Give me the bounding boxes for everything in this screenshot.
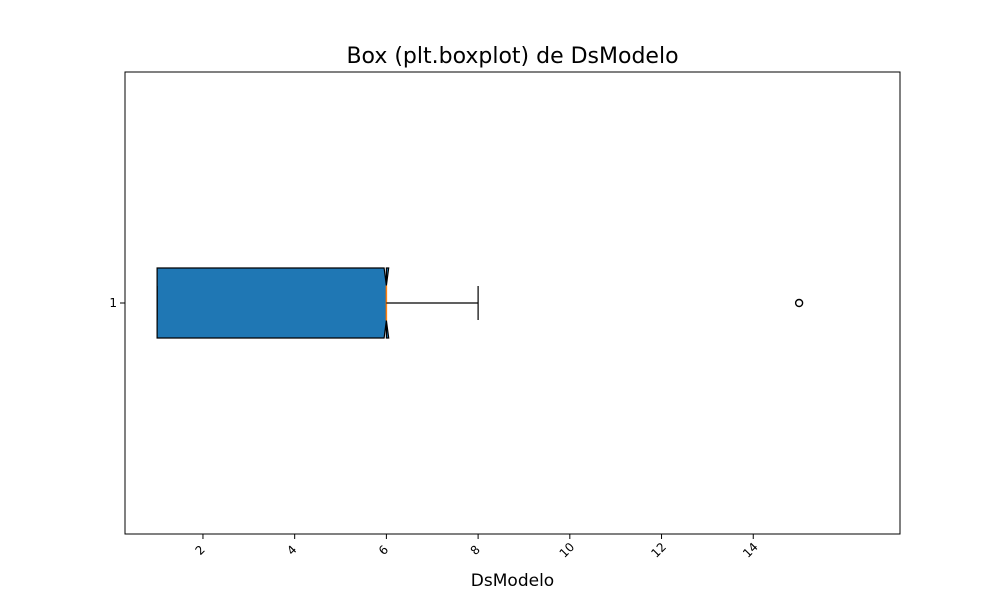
x-tick-label: 8	[468, 543, 483, 558]
box-body	[156, 267, 390, 339]
plot-area: 2 4 6 8 10 12 14 1	[109, 267, 804, 561]
x-tick-label: 14	[740, 540, 761, 561]
x-tick-label: 10	[557, 540, 578, 561]
x-axis-label: DsModelo	[471, 571, 554, 591]
axes-frame	[124, 71, 901, 535]
x-tick-label: 6	[376, 543, 391, 558]
x-tick-label: 2	[192, 543, 207, 558]
chart-title: Box (plt.boxplot) de DsModelo	[346, 44, 678, 69]
outlier-point	[794, 298, 804, 308]
x-tick-label: 4	[284, 543, 299, 558]
x-tick-label: 12	[648, 540, 669, 561]
y-tick-label: 1	[109, 296, 117, 310]
